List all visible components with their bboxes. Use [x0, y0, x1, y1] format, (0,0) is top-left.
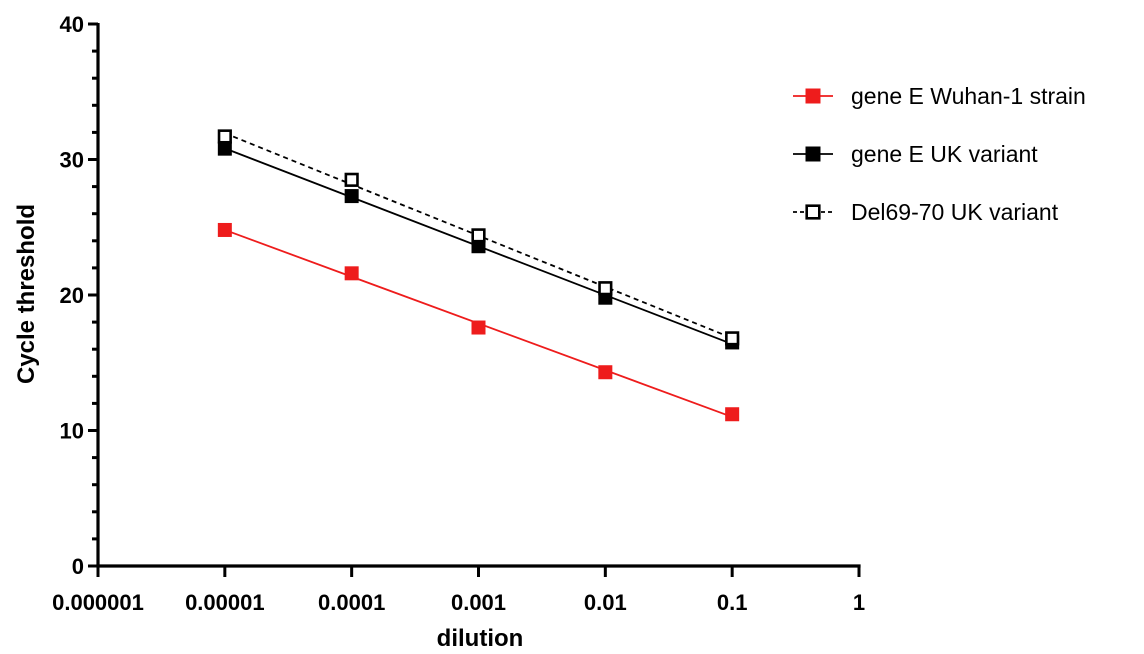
data-point: [725, 407, 740, 422]
x-tick-label: 1: [853, 590, 865, 615]
data-point: [344, 266, 359, 281]
legend: gene E Wuhan-1 strain gene E UK variant De…: [793, 83, 1086, 225]
x-tick-label: 0.001: [451, 590, 506, 615]
legend-marker: [805, 204, 821, 220]
x-axis-title: dilution: [437, 625, 524, 652]
y-tick-label: 10: [60, 419, 84, 444]
series-2: [217, 141, 740, 350]
data-point: [598, 365, 613, 380]
data-point: [217, 141, 232, 156]
legend-marker: [805, 146, 821, 162]
data-point: [344, 172, 359, 187]
series-3: [217, 129, 740, 346]
legend-marker: [805, 88, 821, 104]
x-tick-label: 0.00001: [185, 590, 265, 615]
legend-label: gene E Wuhan-1 strain: [851, 83, 1086, 109]
x-tick-label: 0.1: [717, 590, 748, 615]
data-point: [725, 331, 740, 346]
legend-entry-2: gene E UK variant: [793, 141, 1038, 167]
data-point: [598, 281, 613, 296]
x-tick-label: 0.0001: [318, 590, 385, 615]
x-tick-label: 0.000001: [52, 590, 144, 615]
data-point: [471, 228, 486, 243]
data-point: [217, 129, 232, 144]
y-tick-label: 0: [72, 554, 84, 579]
series-1: [217, 222, 740, 422]
data-point: [344, 189, 359, 204]
y-axis-title: Cycle threshold: [13, 204, 40, 384]
legend-label: Del69-70 UK variant: [851, 199, 1059, 225]
y-tick-label: 20: [60, 283, 84, 308]
axes: 0 10 20 30 40 0.000001 0.00001 0.0001 0.001 0.01 0…: [52, 12, 865, 615]
y-tick-label: 30: [60, 148, 84, 173]
x-tick-label: 0.01: [584, 590, 627, 615]
data-point: [471, 239, 486, 254]
data-point: [217, 222, 232, 237]
legend-entry-3: Del69-70 UK variant: [793, 199, 1059, 225]
y-tick-label: 40: [60, 12, 84, 37]
legend-entry-1: gene E Wuhan-1 strain: [793, 83, 1086, 109]
series-layer: [217, 129, 740, 422]
legend-label: gene E UK variant: [851, 141, 1038, 167]
data-point: [471, 320, 486, 335]
